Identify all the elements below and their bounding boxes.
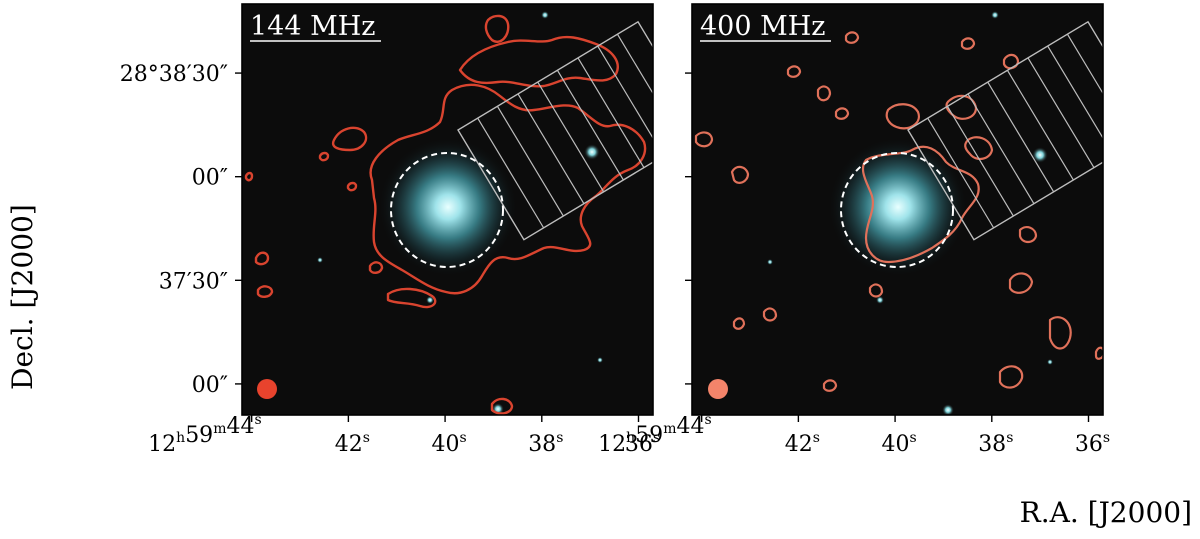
contour-north bbox=[458, 35, 619, 88]
y-axis-title: Decl. [J2000] bbox=[6, 204, 39, 390]
contour-small-f bbox=[960, 37, 976, 50]
contour-main bbox=[861, 145, 980, 264]
contour-main bbox=[369, 83, 647, 295]
panel-400mhz: 400 MHz 12h59m44s 42s 40s 38s 36s bbox=[598, 3, 1110, 457]
contour-west bbox=[331, 126, 368, 152]
x-tick-label: 36s bbox=[625, 430, 660, 457]
x-tick-label: 12h59m44s bbox=[598, 412, 712, 457]
contour-small-h bbox=[1018, 226, 1038, 244]
radio-contours bbox=[694, 31, 1103, 392]
contour-ne-2 bbox=[964, 136, 994, 160]
contour-ring-north bbox=[885, 103, 920, 130]
star bbox=[426, 296, 434, 304]
y-tick-label: 00″ bbox=[192, 373, 228, 398]
contour-small-1 bbox=[254, 251, 270, 266]
panel-label: 144 MHz bbox=[250, 11, 376, 42]
x-tick-label: 40s bbox=[881, 430, 916, 457]
star bbox=[991, 11, 999, 19]
x-tick-label: 38s bbox=[528, 430, 563, 457]
axes-400mhz: 12h59m44s 42s 40s 38s 36s bbox=[598, 72, 1110, 457]
star bbox=[767, 259, 773, 265]
y-tick-label: 28°38′30″ bbox=[120, 62, 228, 87]
star bbox=[942, 404, 954, 415]
contour-small-7 bbox=[346, 181, 358, 192]
contour-small-d bbox=[816, 85, 832, 102]
star bbox=[876, 296, 884, 304]
region-outline bbox=[457, 20, 653, 241]
contour-small-i bbox=[1008, 272, 1034, 294]
x-tick-label: 38s bbox=[978, 430, 1013, 457]
beam-marker bbox=[708, 379, 728, 399]
star bbox=[317, 257, 323, 263]
contour-small-k bbox=[998, 365, 1024, 389]
panel-frame bbox=[241, 3, 654, 416]
contour-small-p bbox=[822, 379, 838, 392]
galaxy-aperture bbox=[840, 152, 954, 268]
x-axis-title: R.A. [J2000] bbox=[1019, 496, 1192, 529]
region-outline bbox=[907, 20, 1103, 241]
contour-small-a bbox=[694, 131, 714, 148]
star bbox=[584, 144, 600, 160]
contour-small-4 bbox=[368, 261, 384, 274]
contour-small-3 bbox=[244, 171, 254, 182]
x-tick-label: 42s bbox=[785, 430, 820, 457]
panel-144mhz: 144 MHz 12h59m44s 42s 40s 38s 36s 28°38′30″ 00… bbox=[120, 3, 660, 457]
contour-small-6 bbox=[318, 151, 330, 162]
contour-small-l bbox=[1094, 346, 1103, 360]
x-tick-label: 36s bbox=[1075, 430, 1110, 457]
star bbox=[597, 357, 603, 363]
contour-small-e bbox=[844, 31, 860, 44]
contour-small-q bbox=[834, 107, 850, 120]
contour-small-j bbox=[1048, 316, 1072, 350]
contour-south bbox=[386, 287, 437, 309]
contour-small-g bbox=[1002, 53, 1020, 70]
panel-frame bbox=[691, 3, 1104, 416]
axes-144mhz: 12h59m44s 42s 40s 38s 36s 28°38′30″ 00″ 37′30″ 0… bbox=[120, 62, 660, 457]
radio-contours bbox=[244, 14, 647, 415]
contour-small-c bbox=[786, 65, 802, 78]
y-tick-label: 37′30″ bbox=[159, 269, 228, 294]
contour-small-b bbox=[730, 165, 750, 184]
galaxy-glow bbox=[828, 137, 968, 277]
star bbox=[1047, 359, 1053, 365]
x-tick-label: 12h59m44s bbox=[148, 412, 262, 457]
panel-label: 400 MHz bbox=[700, 11, 826, 42]
contour-small-m bbox=[868, 283, 884, 298]
y-tick-label: 00″ bbox=[192, 166, 228, 191]
galaxy-glow bbox=[378, 137, 518, 277]
contour-small-5 bbox=[490, 397, 514, 415]
beam-marker bbox=[257, 379, 277, 399]
contour-small-o bbox=[732, 317, 746, 330]
contour-small-n bbox=[762, 307, 778, 322]
x-tick-label: 42s bbox=[335, 430, 370, 457]
x-tick-label: 40s bbox=[431, 430, 466, 457]
contour-small-2 bbox=[256, 285, 274, 298]
star bbox=[541, 11, 549, 19]
galaxy-aperture bbox=[390, 152, 504, 268]
contour-east-arc bbox=[484, 14, 510, 43]
star bbox=[1032, 147, 1048, 163]
